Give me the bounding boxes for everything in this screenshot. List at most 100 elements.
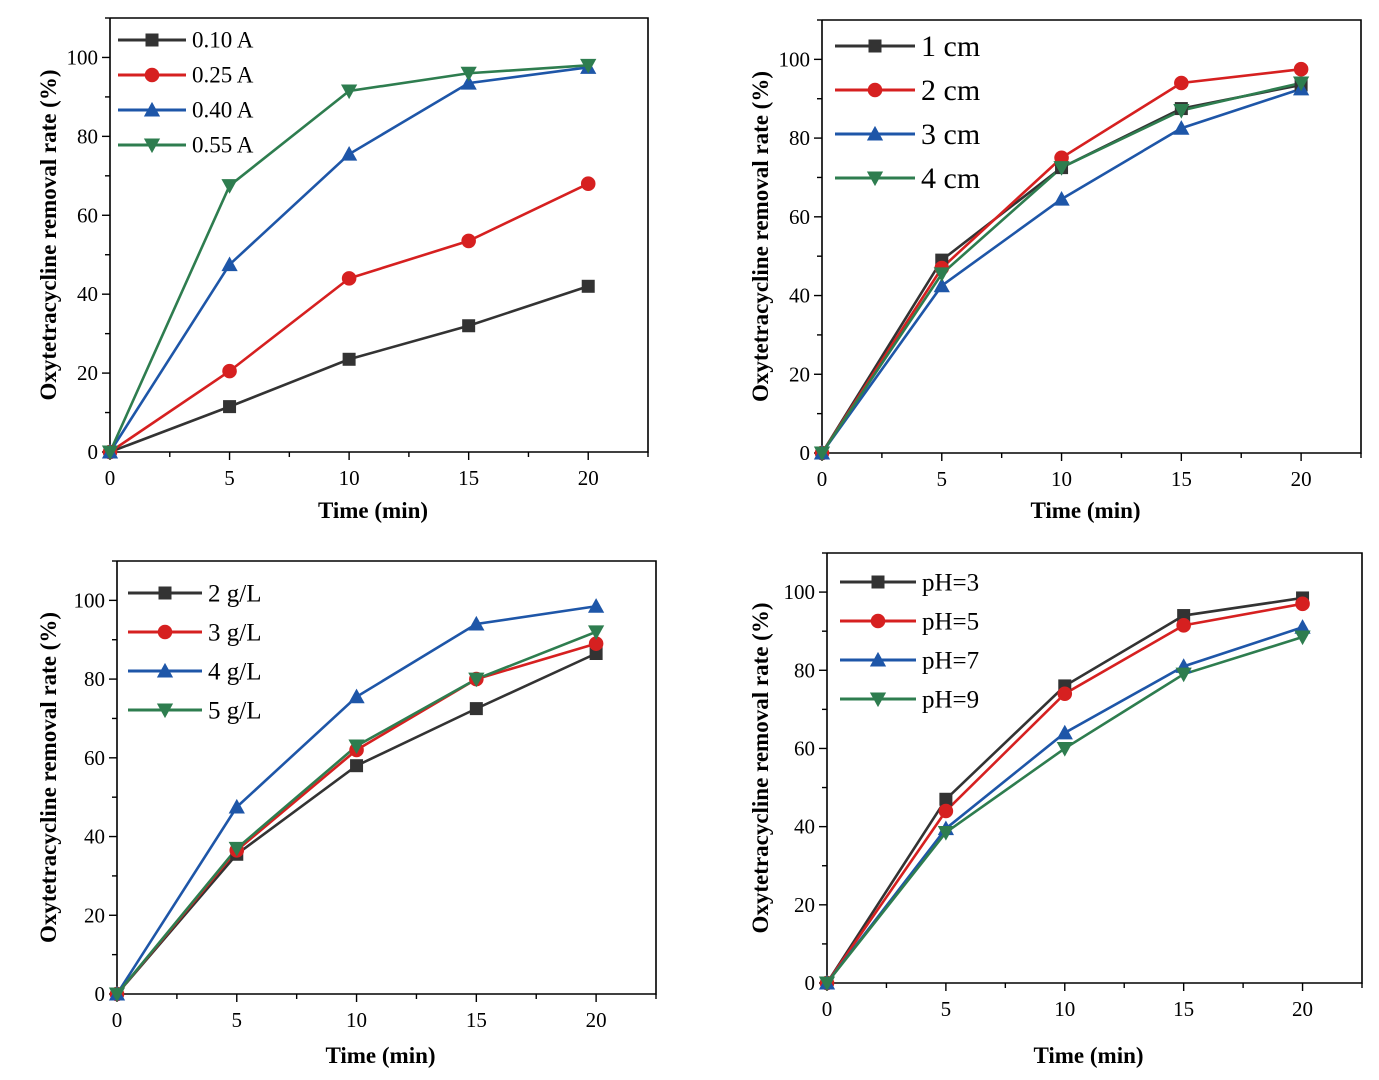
legend-label: 5 g/L bbox=[208, 697, 261, 724]
data-point bbox=[580, 176, 596, 191]
legend-marker bbox=[157, 624, 173, 640]
legend-label: pH=5 bbox=[922, 608, 979, 635]
y-tick-label: 0 bbox=[95, 982, 106, 1006]
legend-marker bbox=[866, 125, 884, 141]
x-tick-label: 5 bbox=[937, 467, 948, 491]
y-tick-label: 40 bbox=[789, 284, 810, 308]
y-tick-label: 20 bbox=[789, 362, 810, 386]
x-tick-label: 0 bbox=[822, 997, 833, 1021]
data-point bbox=[1176, 618, 1191, 633]
series-line-0-55-a bbox=[108, 64, 589, 453]
legend: 1 cm 2 cm 3 cm 4 cm bbox=[835, 30, 980, 195]
y-tick-label: 40 bbox=[84, 825, 105, 849]
y-tick-label: 80 bbox=[794, 658, 815, 682]
data-point bbox=[108, 987, 126, 1003]
data-point bbox=[1177, 609, 1191, 623]
data-point bbox=[1294, 619, 1311, 634]
data-point bbox=[933, 277, 950, 293]
legend-marker bbox=[156, 703, 174, 719]
legend-marker bbox=[869, 651, 887, 667]
legend-label: 3 g/L bbox=[208, 619, 261, 646]
data-point bbox=[587, 598, 605, 613]
series-line-0-10-a bbox=[109, 285, 589, 454]
y-axis-title: Oxytetracycline removal rate (%) bbox=[748, 602, 773, 933]
data-point bbox=[1173, 104, 1190, 119]
legend-marker bbox=[868, 39, 882, 53]
x-tick-label: 20 bbox=[1291, 467, 1312, 491]
y-tick-label: 20 bbox=[77, 361, 98, 385]
y-tick-label: 100 bbox=[784, 580, 816, 604]
y-tick-label: 0 bbox=[800, 441, 811, 465]
legend-label: 0.40 A bbox=[192, 98, 254, 123]
data-point bbox=[818, 976, 836, 992]
legend-marker bbox=[144, 67, 160, 83]
x-tick-label: 15 bbox=[458, 466, 479, 490]
x-tick-label: 0 bbox=[112, 1008, 123, 1032]
legend-label: 1 cm bbox=[921, 30, 980, 63]
legend-marker bbox=[871, 575, 885, 589]
legend-label: 2 g/L bbox=[208, 580, 261, 607]
data-point bbox=[937, 826, 955, 841]
y-tick-label: 60 bbox=[794, 736, 815, 760]
data-point bbox=[1056, 724, 1073, 740]
data-point bbox=[581, 279, 595, 293]
x-axis-title: Time (min) bbox=[1033, 1043, 1143, 1068]
legend: 0.10 A 0.25 A 0.40 A 0.55 A bbox=[118, 28, 254, 158]
data-point bbox=[350, 759, 364, 773]
y-tick-label: 0 bbox=[805, 971, 816, 995]
data-point bbox=[223, 400, 237, 414]
x-tick-label: 5 bbox=[224, 466, 235, 490]
x-tick-label: 10 bbox=[339, 466, 360, 490]
y-tick-label: 0 bbox=[88, 440, 99, 464]
axis-frame bbox=[109, 17, 649, 453]
x-tick-label: 20 bbox=[1292, 997, 1313, 1021]
data-point bbox=[460, 66, 477, 82]
data-point bbox=[228, 841, 245, 857]
legend-marker bbox=[145, 33, 159, 47]
data-point bbox=[340, 84, 358, 100]
data-point bbox=[1053, 161, 1070, 176]
series-line-2-g-l bbox=[116, 652, 597, 995]
y-tick-label: 60 bbox=[77, 203, 98, 227]
data-point bbox=[342, 352, 356, 366]
data-point bbox=[1293, 61, 1309, 77]
data-point bbox=[938, 803, 954, 819]
legend-label: 4 g/L bbox=[208, 658, 261, 685]
data-point bbox=[933, 267, 950, 283]
y-tick-label: 80 bbox=[789, 126, 810, 150]
data-point bbox=[587, 625, 605, 640]
x-axis-title: Time (min) bbox=[318, 498, 428, 523]
data-point bbox=[461, 233, 476, 249]
y-axis-title: Oxytetracycline removal rate (%) bbox=[36, 612, 61, 943]
data-point bbox=[468, 615, 485, 631]
data-point bbox=[589, 647, 603, 661]
data-point bbox=[348, 688, 365, 704]
data-point bbox=[221, 256, 238, 272]
y-tick-label: 20 bbox=[794, 893, 815, 917]
y-axis-title: Oxytetracycline removal rate (%) bbox=[748, 71, 773, 402]
series-line-0-25-a bbox=[109, 182, 589, 454]
y-axis-title: Oxytetracycline removal rate (%) bbox=[36, 69, 61, 400]
axis-frame bbox=[821, 19, 1362, 454]
x-tick-label: 0 bbox=[105, 466, 116, 490]
legend-marker bbox=[158, 586, 172, 600]
legend-label: 4 cm bbox=[921, 162, 980, 195]
data-point bbox=[341, 271, 357, 286]
y-tick-label: 100 bbox=[779, 47, 811, 71]
panel-1: 0 5 10 15 20 0 20 40 60 80 100 Time (min) Oxytetracy… bbox=[36, 17, 649, 523]
x-tick-label: 15 bbox=[1171, 467, 1192, 491]
legend-label: pH=9 bbox=[922, 686, 979, 713]
legend-label: 0.10 A bbox=[192, 28, 254, 53]
x-tick-label: 10 bbox=[1054, 997, 1075, 1021]
series-line-2-cm bbox=[820, 67, 1302, 454]
series-line-0-40-a bbox=[108, 66, 589, 453]
legend-marker bbox=[156, 662, 174, 678]
data-point bbox=[468, 672, 485, 688]
x-tick-label: 15 bbox=[1173, 997, 1194, 1021]
y-tick-label: 40 bbox=[794, 815, 815, 839]
axis-frame bbox=[116, 560, 657, 995]
x-tick-label: 15 bbox=[466, 1008, 487, 1032]
x-tick-label: 10 bbox=[1051, 467, 1072, 491]
y-tick-label: 40 bbox=[77, 282, 98, 306]
